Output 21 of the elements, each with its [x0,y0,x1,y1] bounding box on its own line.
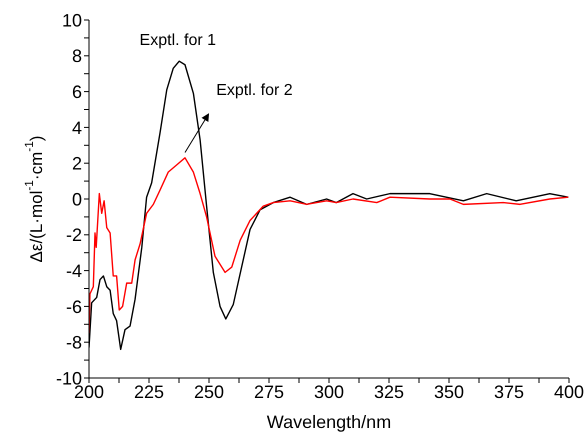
y-tick-label: 2 [72,154,82,174]
text: Exptl. for 2 [216,82,293,100]
x-tick-label: 375 [494,382,524,402]
y-tick-label: 4 [72,118,82,138]
y-tick-label: -8 [66,332,82,353]
x-tick-label: 275 [254,382,284,402]
series-label: Exptl. for 1 [140,32,216,50]
y-tick-label: 10 [62,10,82,30]
x-tick-label: 325 [374,382,404,402]
y-tick-label: 0 [72,189,82,210]
y-tick-label: -6 [66,296,82,317]
y-tick-label: 6 [72,82,82,102]
y-tick-label: 8 [72,46,82,66]
x-tick-label: 400 [554,382,584,402]
x-tick-label: 250 [194,382,224,402]
x-tick-label: 350 [434,382,464,402]
x-axis-title: Wavelength/nm [266,412,392,432]
y-tick-label: -4 [66,260,82,281]
x-tick-label: 300 [314,382,344,402]
y-tick-label: -2 [66,225,82,246]
x-tick-label: 225 [134,382,164,402]
